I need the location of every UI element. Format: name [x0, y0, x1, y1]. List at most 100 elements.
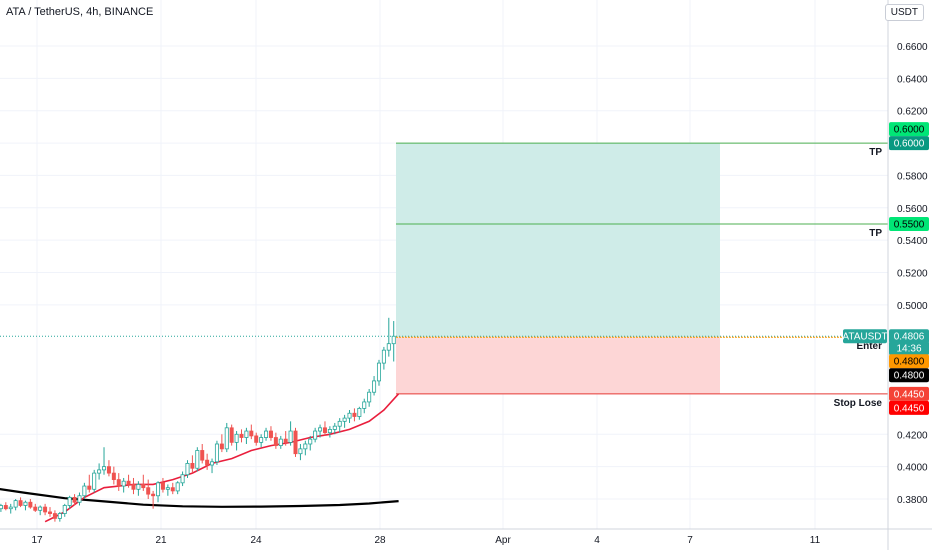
entry-tag-text: 0.4800 — [894, 371, 925, 382]
countdown-tag-bg — [889, 341, 929, 356]
candle — [381, 346, 386, 370]
candle-body — [126, 480, 131, 485]
candle — [185, 460, 190, 478]
candle-body — [3, 505, 8, 510]
candle — [48, 507, 53, 517]
stop-label: Stop Lose — [834, 398, 883, 409]
candle-body — [111, 472, 116, 480]
candle — [146, 479, 151, 499]
candle-body — [48, 511, 53, 514]
candle — [273, 432, 278, 449]
candle — [57, 511, 62, 522]
candle — [67, 495, 72, 509]
currency-unit-button[interactable]: USDT — [884, 4, 924, 21]
candle-body — [210, 461, 215, 466]
x-tick-label: 21 — [155, 535, 167, 546]
candle — [72, 494, 77, 506]
entry-tag-bg — [889, 368, 929, 383]
candle-body — [205, 459, 210, 466]
stop-tag-top: 0.4450 — [889, 386, 929, 401]
target-zone — [396, 143, 720, 338]
candle — [244, 427, 249, 444]
candle-body — [244, 430, 249, 438]
candle — [33, 503, 38, 512]
candle-body — [170, 487, 175, 492]
stop-tag: 0.4450 — [889, 400, 929, 415]
y-tick-label: 0.6600 — [897, 42, 928, 53]
candle-body — [249, 430, 254, 437]
candle — [259, 434, 264, 448]
candle — [313, 427, 318, 443]
candle — [234, 431, 239, 451]
entry-tag-top-text: 0.4800 — [894, 357, 925, 368]
candle — [268, 426, 273, 441]
candle-body — [121, 480, 126, 487]
candle-body — [33, 506, 38, 511]
candle-body — [0, 505, 3, 510]
candle — [342, 414, 347, 428]
x-tick-label: 7 — [687, 535, 693, 546]
candle-body — [288, 430, 293, 443]
candle-body — [43, 506, 48, 513]
stop-tag-text: 0.4450 — [894, 403, 925, 414]
y-tick-label: 0.6400 — [897, 74, 928, 85]
candle — [3, 502, 8, 511]
candle — [195, 447, 200, 472]
candle — [224, 422, 229, 453]
candle-body — [106, 466, 111, 474]
stop-tag-top-bg — [889, 386, 929, 401]
candle-body — [303, 443, 308, 450]
stop-tag-top-text: 0.4450 — [894, 389, 925, 400]
x-tick-label: 17 — [31, 535, 43, 546]
candle — [362, 398, 367, 414]
candle-body — [156, 482, 161, 497]
tp1-tag-bg — [889, 136, 929, 151]
entry-tag-top-bg — [889, 354, 929, 369]
candle-body — [8, 506, 13, 510]
candle-body — [13, 500, 18, 508]
candle-body — [322, 427, 327, 434]
candle-body — [239, 433, 244, 438]
y-tick-label: 0.3800 — [897, 495, 928, 506]
candle-body — [102, 466, 107, 471]
candle — [165, 484, 170, 496]
ma-fast-line — [44, 393, 400, 523]
candle — [288, 421, 293, 446]
candle-body — [23, 501, 28, 506]
candle — [170, 482, 175, 495]
candle-body — [185, 463, 190, 476]
candle — [293, 427, 298, 457]
candle — [332, 422, 337, 435]
last-price-tag: 0.4806 — [889, 329, 929, 344]
candle-body — [180, 474, 185, 484]
candle-body — [175, 482, 180, 492]
candle-body — [62, 505, 67, 514]
candle-body — [308, 438, 313, 445]
candle — [308, 435, 313, 451]
candle — [13, 499, 18, 511]
y-tick-label: 0.5600 — [897, 204, 928, 215]
candle-body — [298, 448, 303, 455]
candle-body — [136, 484, 141, 490]
tp1-tag-text: 0.6000 — [894, 139, 925, 150]
candle-body — [151, 493, 156, 497]
candle-body — [352, 412, 357, 417]
countdown-tag-text: 14:36 — [896, 344, 921, 355]
candle — [264, 427, 269, 441]
tp2-tag: 0.5500 — [889, 216, 929, 231]
candle-body — [376, 362, 381, 382]
candle — [298, 443, 303, 461]
candle-body — [146, 487, 151, 495]
candle — [219, 434, 224, 453]
candle-body — [259, 437, 264, 443]
candle-body — [141, 484, 146, 489]
symbol-tag-text: ATAUSDT — [842, 332, 887, 343]
candle — [156, 481, 161, 503]
candle-body — [77, 495, 82, 503]
candle-body — [234, 433, 239, 443]
candle-body — [362, 401, 367, 409]
candle — [28, 499, 33, 509]
entry-tag-top: 0.4800 — [889, 354, 929, 369]
